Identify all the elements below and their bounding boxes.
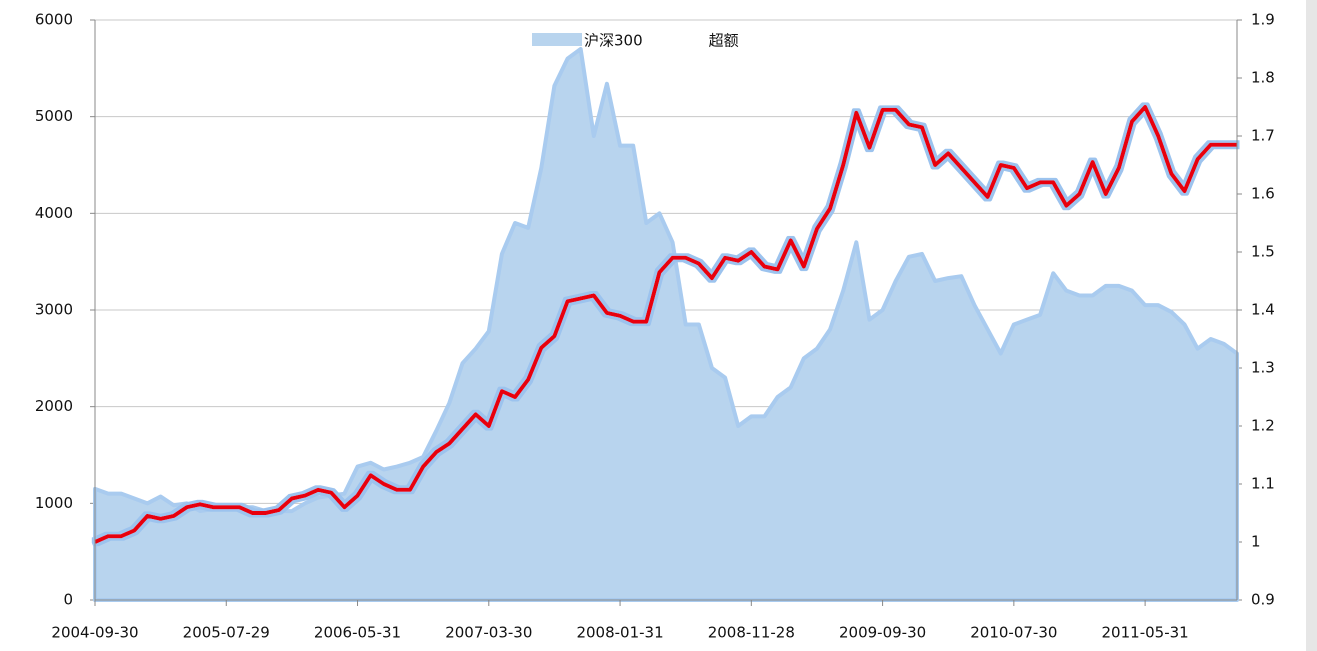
frame-shadow [1306,0,1317,651]
x-tick-label: 2011-05-31 [1102,624,1189,642]
y-tick-label: 0 [63,591,73,609]
y2-tick-label: 1.9 [1251,11,1275,29]
y2-tick-label: 1.5 [1251,243,1275,261]
y2-tick-label: 1.3 [1251,359,1275,377]
x-tick-label: 2006-05-31 [314,624,401,642]
y2-tick-label: 1.7 [1251,127,1275,145]
y2-tick-label: 1.6 [1251,185,1275,203]
y2-tick-label: 1 [1251,533,1261,551]
x-tick-label: 2005-07-29 [183,624,270,642]
y-tick-label: 3000 [35,301,73,319]
y-tick-label: 6000 [35,11,73,29]
legend-label: 沪深300 [584,32,643,50]
x-tick-label: 2009-09-30 [839,624,926,642]
legend-label: 超额 [709,32,739,50]
y-tick-label: 2000 [35,397,73,415]
x-tick-label: 2007-03-30 [445,624,532,642]
y2-tick-label: 1.4 [1251,301,1275,319]
x-tick-label: 2004-09-30 [51,624,138,642]
area [93,47,1239,602]
x-tick-label: 2008-11-28 [708,624,795,642]
y-tick-label: 4000 [35,204,73,222]
y-tick-label: 1000 [35,494,73,512]
y-tick-label: 5000 [35,107,73,125]
legend-swatch [532,33,582,46]
x-tick-label: 2010-07-30 [970,624,1057,642]
y2-tick-label: 1.2 [1251,417,1275,435]
y2-tick-label: 0.9 [1251,591,1275,609]
y2-tick-label: 1.8 [1251,69,1275,87]
y2-tick-label: 1.1 [1251,475,1275,493]
line [94,105,1237,544]
x-tick-label: 2008-01-31 [576,624,663,642]
